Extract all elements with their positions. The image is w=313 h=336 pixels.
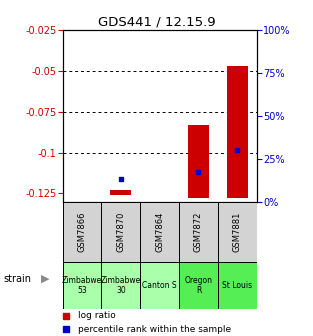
Text: percentile rank within the sample: percentile rank within the sample	[78, 325, 231, 334]
Text: GSM7866: GSM7866	[78, 212, 86, 252]
Text: GSM7870: GSM7870	[116, 212, 125, 252]
Text: Zimbabwe
30: Zimbabwe 30	[101, 276, 141, 295]
Text: Oregon
R: Oregon R	[184, 276, 213, 295]
Text: log ratio: log ratio	[78, 311, 116, 320]
Bar	[63, 262, 101, 309]
Text: ▶: ▶	[41, 274, 50, 284]
Text: GSM7881: GSM7881	[233, 212, 242, 252]
Bar	[179, 262, 218, 309]
Bar	[101, 262, 140, 309]
Bar	[140, 202, 179, 262]
Bar	[140, 262, 179, 309]
Text: GSM7872: GSM7872	[194, 212, 203, 252]
Bar	[101, 202, 140, 262]
Bar	[188, 125, 209, 198]
Bar	[110, 190, 131, 195]
Text: GDS441 / 12.15.9: GDS441 / 12.15.9	[98, 15, 215, 28]
Bar	[63, 202, 101, 262]
Bar	[218, 202, 257, 262]
Text: St Louis: St Louis	[222, 281, 252, 290]
Text: strain: strain	[3, 274, 31, 284]
Text: Canton S: Canton S	[142, 281, 177, 290]
Bar	[179, 202, 218, 262]
Text: Zimbabwe
53: Zimbabwe 53	[62, 276, 102, 295]
Bar	[218, 262, 257, 309]
Text: GSM7864: GSM7864	[155, 212, 164, 252]
Bar	[227, 66, 248, 198]
